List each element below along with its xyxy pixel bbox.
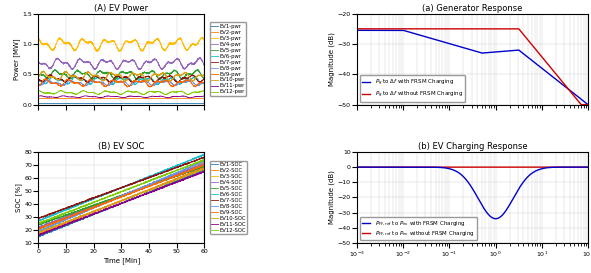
Title: (b) EV Charging Response: (b) EV Charging Response — [418, 142, 527, 151]
Y-axis label: Power [MW]: Power [MW] — [13, 38, 20, 80]
Y-axis label: Magnitude (dB): Magnitude (dB) — [329, 32, 335, 86]
Legend: EV1-pwr, EV2-pwr, EV3-pwr, EV4-pwr, EV5-pwr, EV6-pwr, EV7-pwr, EV8-pwr, EV9-pwr,: EV1-pwr, EV2-pwr, EV3-pwr, EV4-pwr, EV5-… — [210, 22, 246, 96]
Y-axis label: Magnitude (dB): Magnitude (dB) — [329, 171, 335, 224]
Legend: $P_{\mathrm{FF,ref}}$ to $P_{\mathrm{ev}}$ with FRSM Charging, $P_{\mathrm{FF,re: $P_{\mathrm{FF,ref}}$ to $P_{\mathrm{ev}… — [360, 217, 477, 240]
Legend: $P_g$ to $\Delta f$ with FRSM Charging, $P_g$ to $\Delta f$ without FRSM Chargin: $P_g$ to $\Delta f$ with FRSM Charging, … — [360, 75, 465, 102]
X-axis label: Time [Min]: Time [Min] — [103, 257, 140, 264]
Y-axis label: SOC [%]: SOC [%] — [15, 183, 21, 212]
Legend: EV1-SOC, EV2-SOC, EV3-SOC, EV4-SOC, EV5-SOC, EV6-SOC, EV7-SOC, EV8-SOC, EV9-SOC,: EV1-SOC, EV2-SOC, EV3-SOC, EV4-SOC, EV5-… — [210, 161, 247, 234]
Title: (a) Generator Response: (a) Generator Response — [423, 4, 523, 13]
Title: (A) EV Power: (A) EV Power — [95, 4, 148, 13]
Title: (B) EV SOC: (B) EV SOC — [98, 142, 145, 151]
